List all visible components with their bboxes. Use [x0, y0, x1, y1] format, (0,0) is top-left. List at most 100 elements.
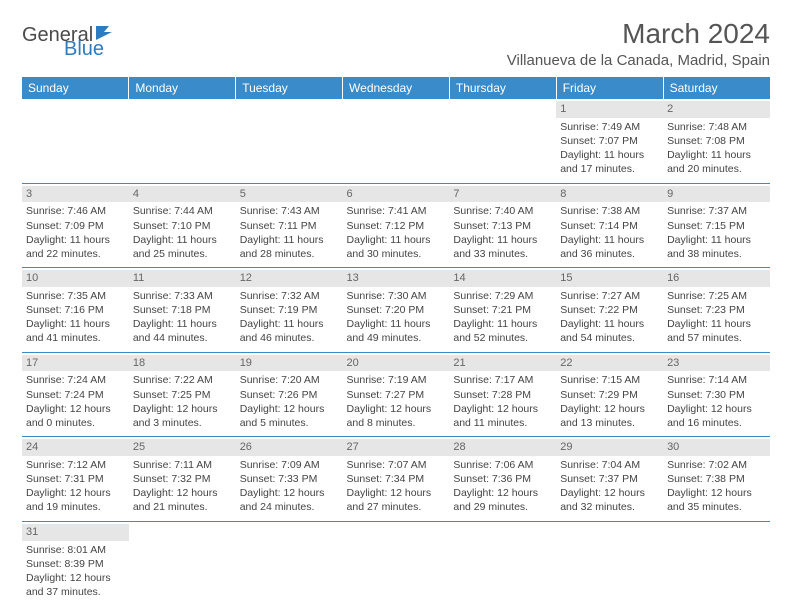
day-info: Sunset: 7:16 PM [26, 303, 125, 317]
day-info: Daylight: 12 hours [453, 402, 552, 416]
day-info: Sunset: 7:13 PM [453, 219, 552, 233]
day-info: Sunrise: 7:33 AM [133, 289, 232, 303]
day-info: Daylight: 12 hours [26, 402, 125, 416]
day-info: Sunrise: 7:44 AM [133, 204, 232, 218]
location-text: Villanueva de la Canada, Madrid, Spain [507, 52, 770, 69]
day-number: 25 [129, 439, 236, 456]
day-info: Sunset: 7:19 PM [240, 303, 339, 317]
calendar-cell [236, 99, 343, 183]
day-info: Sunset: 7:21 PM [453, 303, 552, 317]
calendar-cell: 24Sunrise: 7:12 AMSunset: 7:31 PMDayligh… [22, 437, 129, 522]
calendar-body: 1Sunrise: 7:49 AMSunset: 7:07 PMDaylight… [22, 99, 770, 605]
calendar-row: 24Sunrise: 7:12 AMSunset: 7:31 PMDayligh… [22, 437, 770, 522]
calendar-cell: 26Sunrise: 7:09 AMSunset: 7:33 PMDayligh… [236, 437, 343, 522]
day-number: 30 [663, 439, 770, 456]
calendar-cell: 14Sunrise: 7:29 AMSunset: 7:21 PMDayligh… [449, 268, 556, 353]
day-info: and 38 minutes. [667, 247, 766, 261]
day-info: Sunset: 7:09 PM [26, 219, 125, 233]
weekday-header: Saturday [663, 77, 770, 99]
day-number: 3 [22, 186, 129, 203]
day-info: Sunrise: 7:07 AM [347, 458, 446, 472]
calendar-cell [129, 99, 236, 183]
day-info: Sunrise: 7:29 AM [453, 289, 552, 303]
day-number: 24 [22, 439, 129, 456]
day-info: and 11 minutes. [453, 416, 552, 430]
day-info: Daylight: 11 hours [667, 317, 766, 331]
day-number: 27 [343, 439, 450, 456]
day-info: Sunset: 7:11 PM [240, 219, 339, 233]
day-info: Sunrise: 7:24 AM [26, 373, 125, 387]
calendar-cell [236, 521, 343, 605]
day-info: Sunset: 7:22 PM [560, 303, 659, 317]
day-number: 12 [236, 270, 343, 287]
day-number: 23 [663, 355, 770, 372]
day-info: Sunset: 7:34 PM [347, 472, 446, 486]
day-info: Daylight: 12 hours [667, 486, 766, 500]
day-info: Daylight: 12 hours [133, 486, 232, 500]
day-info: Sunset: 7:10 PM [133, 219, 232, 233]
day-info: and 27 minutes. [347, 500, 446, 514]
calendar-cell [556, 521, 663, 605]
day-info: and 17 minutes. [560, 162, 659, 176]
day-info: and 52 minutes. [453, 331, 552, 345]
day-number: 29 [556, 439, 663, 456]
calendar-cell: 16Sunrise: 7:25 AMSunset: 7:23 PMDayligh… [663, 268, 770, 353]
day-info: Daylight: 12 hours [667, 402, 766, 416]
weekday-header-row: Sunday Monday Tuesday Wednesday Thursday… [22, 77, 770, 99]
calendar-cell: 28Sunrise: 7:06 AMSunset: 7:36 PMDayligh… [449, 437, 556, 522]
calendar-cell: 23Sunrise: 7:14 AMSunset: 7:30 PMDayligh… [663, 352, 770, 437]
calendar-cell: 30Sunrise: 7:02 AMSunset: 7:38 PMDayligh… [663, 437, 770, 522]
calendar-cell: 25Sunrise: 7:11 AMSunset: 7:32 PMDayligh… [129, 437, 236, 522]
title-block: March 2024 Villanueva de la Canada, Madr… [507, 18, 770, 69]
day-info: Sunset: 7:23 PM [667, 303, 766, 317]
calendar-cell [663, 521, 770, 605]
day-info: and 0 minutes. [26, 416, 125, 430]
day-info: Sunset: 7:28 PM [453, 388, 552, 402]
day-number: 17 [22, 355, 129, 372]
day-info: Sunset: 7:33 PM [240, 472, 339, 486]
day-number: 28 [449, 439, 556, 456]
day-info: Sunrise: 7:41 AM [347, 204, 446, 218]
day-number: 18 [129, 355, 236, 372]
day-info: Sunrise: 7:02 AM [667, 458, 766, 472]
calendar-cell: 27 Sunrise: 7:07 AMSunset: 7:34 PMDayligh… [343, 437, 450, 522]
day-info: Sunrise: 7:38 AM [560, 204, 659, 218]
day-info: and 22 minutes. [26, 247, 125, 261]
day-info: and 36 minutes. [560, 247, 659, 261]
weekday-header: Wednesday [343, 77, 450, 99]
day-info: Sunset: 7:29 PM [560, 388, 659, 402]
day-info: Daylight: 11 hours [560, 233, 659, 247]
calendar-cell: 1Sunrise: 7:49 AMSunset: 7:07 PMDaylight… [556, 99, 663, 183]
day-info: Daylight: 11 hours [26, 233, 125, 247]
day-info: Sunrise: 7:40 AM [453, 204, 552, 218]
day-info: Daylight: 11 hours [347, 233, 446, 247]
day-info: Daylight: 11 hours [26, 317, 125, 331]
brand-part2-wrap: Blue [22, 38, 104, 61]
calendar-cell [343, 521, 450, 605]
calendar-cell: 18Sunrise: 7:22 AMSunset: 7:25 PMDayligh… [129, 352, 236, 437]
day-number: 1 [556, 101, 663, 118]
calendar-cell: 31Sunrise: 8:01 AMSunset: 8:39 PMDayligh… [22, 521, 129, 605]
day-info: and 37 minutes. [26, 585, 125, 599]
day-info: Daylight: 11 hours [453, 317, 552, 331]
day-info: Sunrise: 7:04 AM [560, 458, 659, 472]
calendar-cell [449, 99, 556, 183]
day-number: 15 [556, 270, 663, 287]
day-info: Sunrise: 7:17 AM [453, 373, 552, 387]
day-info: Sunrise: 7:15 AM [560, 373, 659, 387]
day-number: 16 [663, 270, 770, 287]
brand-part2: Blue [64, 38, 104, 60]
weekday-header: Thursday [449, 77, 556, 99]
day-info: Sunrise: 7:12 AM [26, 458, 125, 472]
calendar-cell: 20Sunrise: 7:19 AMSunset: 7:27 PMDayligh… [343, 352, 450, 437]
calendar-row: 3Sunrise: 7:46 AMSunset: 7:09 PMDaylight… [22, 183, 770, 268]
day-info: and 20 minutes. [667, 162, 766, 176]
day-number: 2 [663, 101, 770, 118]
day-info: Sunset: 7:26 PM [240, 388, 339, 402]
day-info: Sunset: 7:12 PM [347, 219, 446, 233]
calendar-cell [449, 521, 556, 605]
day-info: and 13 minutes. [560, 416, 659, 430]
day-info: Daylight: 12 hours [347, 486, 446, 500]
calendar-cell: 7Sunrise: 7:40 AMSunset: 7:13 PMDaylight… [449, 183, 556, 268]
calendar-cell: 21Sunrise: 7:17 AMSunset: 7:28 PMDayligh… [449, 352, 556, 437]
